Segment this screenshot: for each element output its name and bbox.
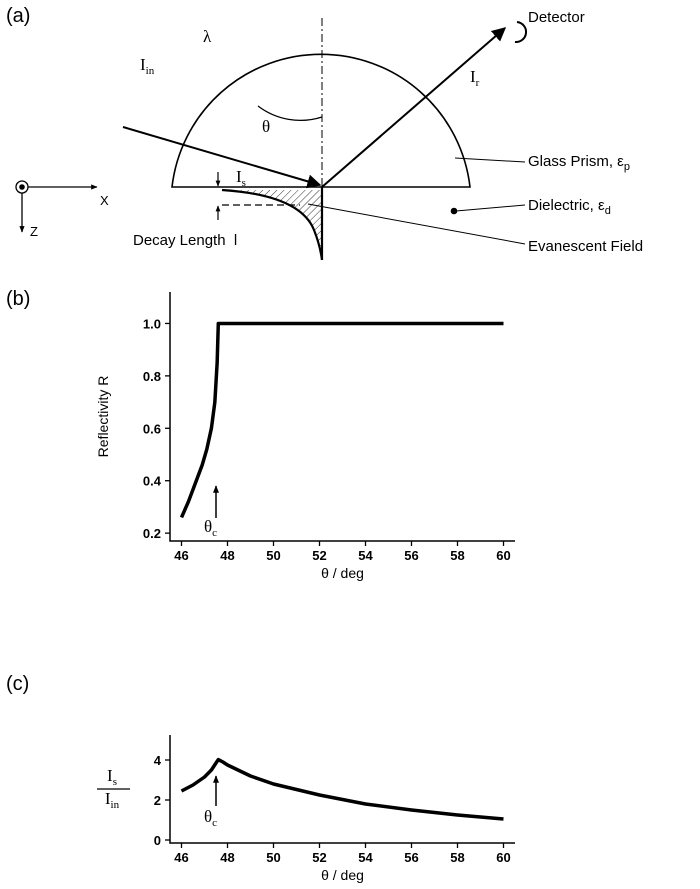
leader-line: [456, 205, 525, 211]
x-tick-label: 54: [358, 548, 373, 563]
surface-label: Is: [236, 167, 246, 189]
leader-dot: [452, 209, 457, 214]
y-tick-label: 4: [154, 753, 162, 768]
detector-label: Detector: [528, 9, 585, 26]
label-sub: in: [146, 65, 155, 77]
page: (a) λ Iin Ir θ Is Detector Glass Prism, …: [0, 0, 700, 889]
x-tick-label: 58: [450, 850, 464, 865]
label-sub: s: [113, 776, 117, 788]
y-tick-label: 0.2: [143, 526, 161, 541]
x-axis-label: θ / deg: [321, 867, 364, 883]
axis-frame: [170, 292, 515, 541]
y-tick-label: 1.0: [143, 316, 161, 331]
diagram: [16, 18, 526, 260]
angle-label: θ: [262, 117, 270, 136]
incident-label: Iin: [140, 55, 155, 77]
x-tick-label: 52: [312, 850, 326, 865]
y-tick-label: 0.6: [143, 421, 161, 436]
panel-label: (b): [6, 288, 30, 310]
leader-line: [308, 204, 525, 244]
panel-label: (a): [6, 5, 30, 27]
x-tick-label: 48: [220, 850, 234, 865]
figure: (a) λ Iin Ir θ Is Detector Glass Prism, …: [0, 0, 700, 889]
label-sub: in: [111, 799, 120, 811]
label-sub: s: [242, 177, 246, 189]
detector-icon: [515, 22, 526, 42]
x-tick-label: 46: [174, 850, 188, 865]
prism-label: Glass Prism, εp: [528, 153, 630, 173]
x-tick-label: 58: [450, 548, 464, 563]
x-tick-label: 54: [358, 850, 373, 865]
x-tick-label: 56: [404, 850, 418, 865]
x-axis-label: X: [100, 193, 109, 208]
sub-label: Is: [107, 766, 117, 788]
sub-label: θc: [204, 517, 217, 539]
label-sub: p: [624, 161, 630, 173]
label-sub: c: [212, 527, 217, 539]
z-axis-label: Z: [30, 224, 38, 239]
y-tick-label: 0: [154, 833, 161, 848]
axis-frame: [170, 735, 515, 843]
x-tick-label: 48: [220, 548, 234, 563]
x-tick-label: 50: [266, 850, 280, 865]
label-sub: d: [605, 205, 611, 217]
prism: [172, 54, 470, 187]
field-label: Evanescent Field: [528, 238, 643, 255]
label-sub: c: [212, 817, 217, 829]
reflected-beam: [322, 28, 505, 187]
reflected-label: Ir: [470, 67, 480, 89]
data-line: [182, 323, 504, 517]
x-tick-label: 50: [266, 548, 280, 563]
label-base: Glass Prism, ε: [528, 153, 624, 170]
x-tick-label: 52: [312, 548, 326, 563]
y-tick-label: 0.4: [143, 474, 162, 489]
label-base: Dielectric, ε: [528, 197, 605, 214]
y-tick-label: 0.8: [143, 369, 161, 384]
x-tick-label: 60: [496, 850, 510, 865]
panel-label: (c): [6, 673, 29, 695]
sub-label: Iin: [105, 789, 120, 811]
x-tick-label: 60: [496, 548, 510, 563]
incident-beam: [123, 127, 320, 185]
sub-label: θc: [204, 807, 217, 829]
x-tick-label: 56: [404, 548, 418, 563]
x-axis-label: θ / deg: [321, 565, 364, 581]
wavelength-label: λ: [203, 27, 212, 46]
label-base: θ: [204, 807, 212, 826]
field-area: [222, 190, 322, 260]
y-axis-dot: [20, 185, 24, 189]
data-line: [182, 760, 504, 819]
decay-label: Decay Length l: [133, 232, 237, 249]
label-sub: r: [476, 77, 480, 89]
label-base: θ: [204, 517, 212, 536]
x-tick-label: 46: [174, 548, 188, 563]
dielectric-label: Dielectric, εd: [528, 197, 611, 217]
y-tick-label: 2: [154, 793, 161, 808]
y-axis-label: Reflectivity R: [95, 376, 111, 458]
